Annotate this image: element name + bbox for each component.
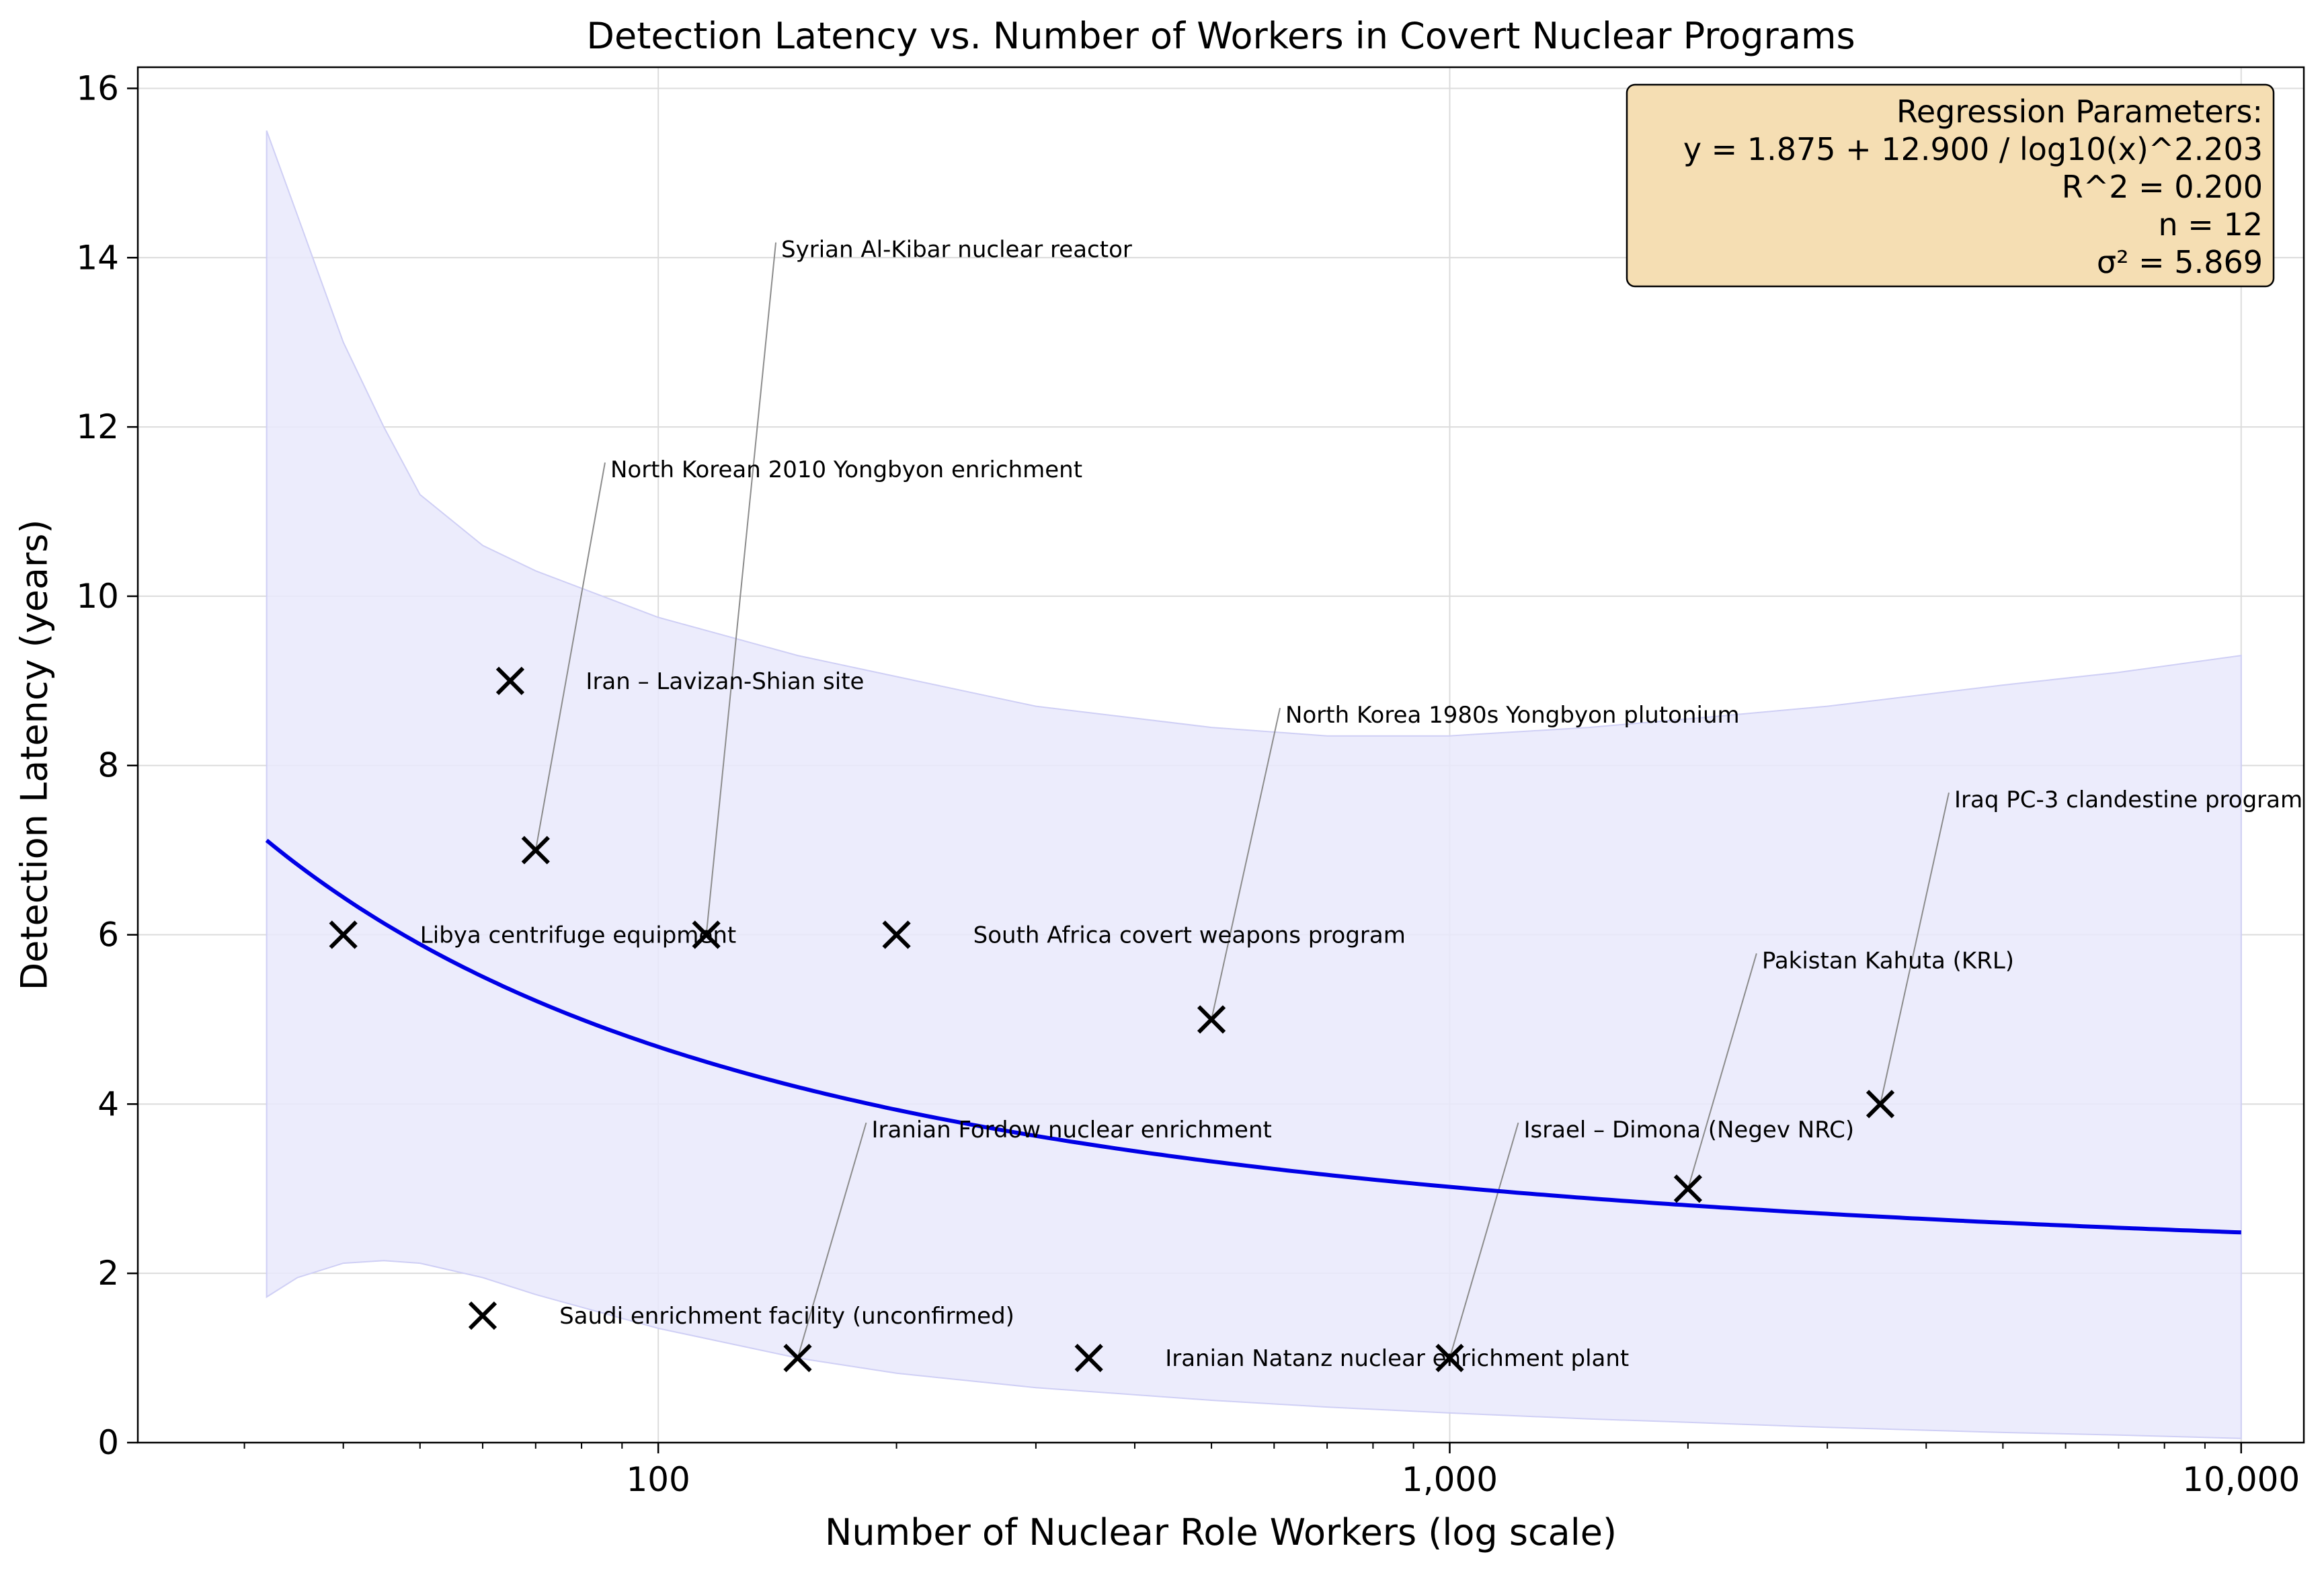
y-tick-label: 12: [76, 407, 119, 446]
annotation-leader-line: [797, 1122, 867, 1359]
point-annotation: Libya centrifuge equipment: [420, 922, 736, 949]
annotation-leader-line: [1211, 707, 1281, 1020]
data-point: [1673, 1174, 1703, 1203]
plot-frame: [136, 66, 2305, 1444]
data-point: [329, 920, 358, 949]
x-axis-label: Number of Nuclear Role Workers (log scal…: [825, 1511, 1617, 1554]
point-annotation: Iraq PC-3 clandestine program: [1954, 787, 2302, 813]
regression-parameters-line: y = 1.875 + 12.900 / log10(x)^2.203: [1683, 131, 2263, 167]
point-annotation: Pakistan Kahuta (KRL): [1762, 947, 2014, 974]
annotation-leader-line: [534, 462, 606, 850]
data-point: [692, 920, 721, 949]
data-point: [495, 666, 525, 695]
data-point: [783, 1343, 812, 1373]
data-point: [1197, 1005, 1226, 1034]
x-tick-label: 100: [626, 1460, 690, 1499]
y-tick-label: 2: [97, 1254, 119, 1293]
chart-title: Detection Latency vs. Number of Workers …: [586, 15, 1855, 57]
point-annotation: Israel – Dimona (Negev NRC): [1523, 1117, 1854, 1143]
y-axis: 0 2 4 6 8 10 12 14 16: [76, 69, 138, 1462]
x-axis: 100 1,000 10,000: [243, 1443, 2300, 1499]
data-point: [1074, 1343, 1103, 1373]
x-tick-label: 10,000: [2182, 1460, 2300, 1499]
x-tick-label: 1,000: [1402, 1460, 1498, 1499]
regression-parameters-box: Regression Parameters:y = 1.875 + 12.900…: [1626, 83, 2275, 288]
regression-line: [265, 838, 2241, 1235]
y-axis-label: Detection Latency (years): [13, 520, 56, 991]
y-tick-label: 8: [97, 746, 119, 785]
annotation-leader-line: [1880, 792, 1950, 1104]
data-point: [1866, 1090, 1895, 1119]
regression-curve: [265, 838, 2241, 1235]
y-tick-label: 16: [76, 69, 119, 108]
y-tick-label: 10: [76, 577, 119, 616]
regression-parameters-line: n = 12: [2159, 206, 2263, 243]
annotation-leader-line: [1687, 953, 1757, 1189]
y-tick-label: 4: [97, 1084, 119, 1123]
point-annotation: Syrian Al-Kibar nuclear reactor: [781, 237, 1132, 264]
y-tick-label: 0: [97, 1423, 119, 1462]
point-annotation: Saudi enrichment facility (unconfirmed): [559, 1303, 1014, 1330]
regression-parameters-line: σ² = 5.869: [2097, 244, 2263, 280]
y-tick-label: 14: [76, 238, 119, 277]
annotation-leader-line: [1449, 1122, 1519, 1359]
point-annotation: Iran – Lavizan-Shian site: [586, 668, 864, 695]
data-point: [521, 836, 550, 864]
point-annotation: Iranian Fordow nuclear enrichment: [871, 1117, 1271, 1143]
annotation-leader-line: [705, 242, 777, 935]
regression-parameters-line: R^2 = 0.200: [2062, 169, 2263, 205]
confidence-band-area: [266, 130, 2242, 1439]
annotation-leaders: [534, 242, 1950, 1359]
data-points: [329, 666, 1895, 1373]
point-annotation: South Africa covert weapons program: [973, 922, 1406, 949]
confidence-band: [266, 130, 2242, 1439]
regression-parameters-panel: [1626, 83, 2275, 288]
point-annotation: Iranian Natanz nuclear enrichment plant: [1165, 1345, 1629, 1372]
data-point: [468, 1301, 497, 1330]
y-tick-label: 6: [97, 916, 119, 955]
point-annotation: North Korean 2010 Yongbyon enrichment: [610, 456, 1082, 483]
regression-parameters-line: Regression Parameters:: [1896, 93, 2263, 130]
data-point: [1435, 1343, 1464, 1373]
data-point: [882, 920, 911, 949]
annotations: Libya centrifuge equipment Saudi enrichme…: [420, 237, 2302, 1372]
point-annotation: North Korea 1980s Yongbyon plutonium: [1285, 702, 1740, 729]
